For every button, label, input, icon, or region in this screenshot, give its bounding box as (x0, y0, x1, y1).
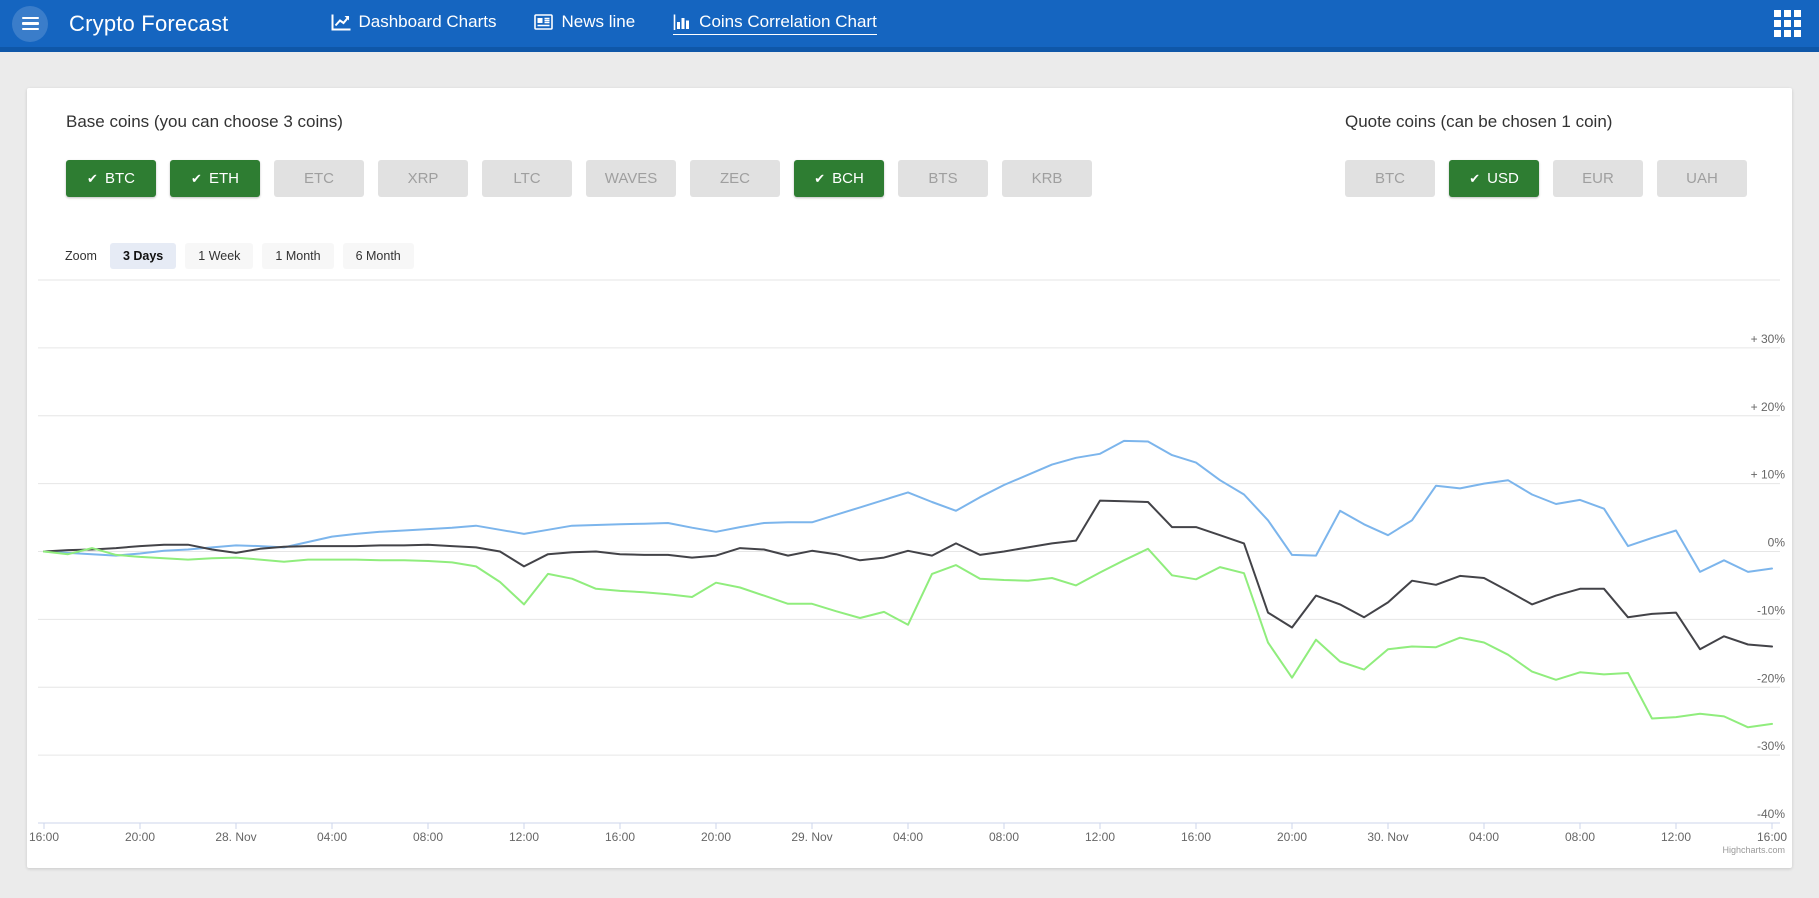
base-coin-xrp-button[interactable]: XRP (378, 160, 468, 197)
nav-items: Dashboard Charts News line Coins Correlati… (331, 12, 877, 35)
coin-label: KRB (1031, 170, 1063, 187)
x-axis-label: 16:00 (29, 830, 59, 844)
x-axis-label: 16:00 (605, 830, 635, 844)
check-icon: ✔ (87, 170, 98, 186)
zoom-label: Zoom (65, 249, 97, 263)
x-axis-label: 08:00 (1565, 830, 1595, 844)
check-icon: ✔ (1469, 170, 1481, 186)
x-axis-label: 20:00 (125, 830, 155, 844)
x-axis-label: 20:00 (701, 830, 731, 844)
y-axis-label: + 10% (1751, 468, 1786, 482)
quote-coin-uah-button[interactable]: UAH (1657, 160, 1747, 197)
base-coin-btc-button[interactable]: ✔ BTC (66, 160, 156, 197)
range-button-1-week[interactable]: 1 Week (185, 243, 254, 269)
y-axis-label: + 20% (1751, 400, 1786, 414)
nav-item-label: News line (561, 12, 636, 31)
nav-item-news-line[interactable]: News line (534, 12, 635, 35)
coin-label: UAH (1686, 170, 1718, 187)
range-button-3-days[interactable]: 3 Days (109, 243, 177, 269)
coin-label: BTC (1375, 170, 1405, 187)
hamburger-icon (21, 16, 39, 20)
base-coin-eth-button[interactable]: ✔ ETH (170, 160, 260, 197)
y-axis-label: -10% (1757, 603, 1785, 617)
coin-label: EUR (1582, 170, 1614, 187)
x-axis-label: 12:00 (1085, 830, 1115, 844)
base-coins-section: Base coins (you can choose 3 coins) ✔ BTC… (66, 112, 1092, 197)
x-axis-label: 12:00 (509, 830, 539, 844)
quote-coin-usd-button[interactable]: ✔ USD (1449, 160, 1539, 197)
coin-label: LTC (513, 170, 541, 187)
x-axis-label: 16:00 (1181, 830, 1211, 844)
check-icon: ✔ (191, 170, 202, 186)
coin-label: XRP (407, 170, 439, 187)
x-axis-label: 20:00 (1277, 830, 1307, 844)
line-chart-icon (331, 14, 351, 31)
nav-item-dashboard-charts[interactable]: Dashboard Charts (331, 12, 497, 35)
base-coin-buttons: ✔ BTC ✔ ETH ETC XRP LTC WAVES ZEC ✔ BCH BTS KRB (66, 160, 1092, 197)
quote-coin-buttons: BTC ✔ USD EUR UAH (1345, 160, 1747, 197)
nav-item-label: Dashboard Charts (358, 12, 497, 31)
quote-coin-eur-button[interactable]: EUR (1553, 160, 1643, 197)
x-axis-label: 08:00 (413, 830, 443, 844)
apps-grid-button[interactable] (1770, 6, 1805, 41)
x-axis-label: 04:00 (317, 830, 347, 844)
coin-label: BCH (832, 170, 864, 187)
x-axis-label: 29. Nov (791, 830, 832, 844)
series-ETH (43, 499, 1773, 651)
coin-label: ETH (208, 170, 239, 187)
base-coin-bch-button[interactable]: ✔ BCH (794, 160, 884, 197)
range-button-6-month[interactable]: 6 Month (342, 243, 414, 269)
coin-label: BTS (928, 170, 958, 187)
bar-chart-icon (673, 14, 691, 31)
quote-coins-heading: Quote coins (can be chosen 1 coin) (1345, 112, 1613, 131)
quote-coins-section: Quote coins (can be chosen 1 coin) BTC ✔ U… (1345, 112, 1747, 197)
base-coin-krb-button[interactable]: KRB (1002, 160, 1092, 197)
range-selector: Zoom 3 Days 1 Week 1 Month 6 Month (65, 243, 1792, 269)
y-axis-label: -20% (1757, 671, 1785, 685)
nav-item-coins-correlation-chart[interactable]: Coins Correlation Chart (673, 12, 877, 35)
quote-coin-btc-button[interactable]: BTC (1345, 160, 1435, 197)
series-BCH (43, 547, 1773, 729)
x-axis-label: 28. Nov (215, 830, 256, 844)
coins-row: Base coins (you can choose 3 coins) ✔ BTC… (27, 88, 1792, 197)
y-axis-label: -40% (1757, 807, 1785, 821)
main-panel: Base coins (you can choose 3 coins) ✔ BTC… (27, 88, 1792, 868)
base-coin-etc-button[interactable]: ETC (274, 160, 364, 197)
coin-label: ZEC (720, 170, 750, 187)
x-axis-label: 08:00 (989, 830, 1019, 844)
y-axis-label: 0% (1768, 536, 1786, 550)
base-coin-waves-button[interactable]: WAVES (586, 160, 676, 197)
x-axis-label: 12:00 (1661, 830, 1691, 844)
base-coin-bts-button[interactable]: BTS (898, 160, 988, 197)
base-coin-ltc-button[interactable]: LTC (482, 160, 572, 197)
correlation-chart[interactable]: + 30% + 20% + 10% 0% -10% -20% -30% -40% 16:00 20… (28, 272, 1790, 858)
series-BTC (43, 439, 1773, 573)
y-axis-label: -30% (1757, 739, 1785, 753)
menu-button[interactable] (12, 5, 48, 42)
x-axis-label: 04:00 (1469, 830, 1499, 844)
highcharts-credit[interactable]: Highcharts.com (1722, 845, 1785, 855)
apps-grid-icon (1774, 10, 1781, 17)
coin-label: WAVES (604, 170, 658, 187)
coin-label: BTC (104, 170, 135, 187)
y-axis-label: + 30% (1751, 332, 1786, 346)
x-axis-label: 16:00 (1757, 830, 1787, 844)
news-icon (534, 14, 554, 30)
x-axis-label: 30. Nov (1367, 830, 1408, 844)
navbar: Crypto Forecast Dashboard Charts News lin… (0, 0, 1819, 52)
coin-label: ETC (304, 170, 334, 187)
chart-container: + 30% + 20% + 10% 0% -10% -20% -30% -40% 16:00 20… (28, 272, 1792, 858)
app-title: Crypto Forecast (69, 10, 229, 36)
coin-label: USD (1487, 170, 1519, 187)
base-coin-zec-button[interactable]: ZEC (690, 160, 780, 197)
nav-item-label: Coins Correlation Chart (699, 12, 877, 31)
x-axis-label: 04:00 (893, 830, 923, 844)
range-button-1-month[interactable]: 1 Month (262, 243, 334, 269)
base-coins-heading: Base coins (you can choose 3 coins) (66, 112, 343, 131)
check-icon: ✔ (814, 170, 826, 186)
